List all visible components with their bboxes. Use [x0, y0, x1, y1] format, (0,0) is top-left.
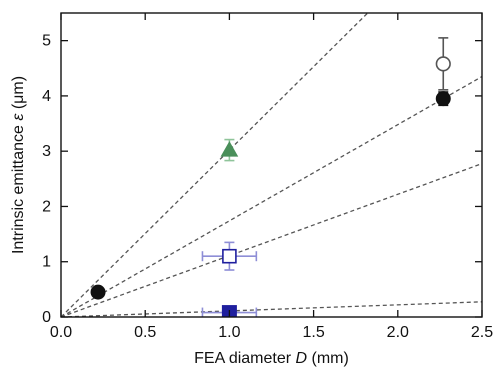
x-tick-label-5: 2.0: [387, 324, 409, 341]
x-tick-label-3: 1.0: [218, 324, 240, 341]
x-axis-title-suffix: (mm): [307, 350, 349, 367]
tick-marks: [60, 13, 483, 318]
data-point-4: [220, 141, 239, 157]
data-point-5: [222, 248, 237, 264]
y-axis-title: Intrinsic emittance ε (μm): [10, 76, 27, 254]
y-axis-title-suffix: (μm): [10, 76, 27, 114]
fit-line-2: [61, 75, 482, 317]
y-axis-title-symbol: ε: [10, 113, 27, 121]
fit-lines: [61, 13, 482, 317]
y-tick-label-1: 0: [42, 309, 51, 326]
y-tick-label-4: 3: [42, 143, 51, 160]
tick-labels: 0.0 0.5 1.0 1.5 2.0 2.5 0 1 2 3 4 5: [42, 33, 493, 341]
x-tick-label-2: 0.5: [134, 324, 156, 341]
data-point-3: [435, 56, 451, 72]
fit-line-1: [61, 13, 369, 317]
y-tick-label-3: 2: [42, 198, 51, 215]
error-bars: [201, 37, 449, 317]
y-tick-label-6: 5: [42, 33, 51, 50]
x-tick-label-1: 0.0: [50, 324, 72, 341]
x-tick-label-6: 2.5: [471, 324, 493, 341]
x-tick-label-4: 1.5: [302, 324, 324, 341]
fit-line-4: [61, 301, 482, 317]
fit-line-3: [61, 163, 482, 317]
x-axis-title-prefix: FEA diameter: [194, 350, 295, 367]
y-tick-label-2: 1: [42, 254, 51, 271]
plot-frame: [60, 12, 483, 318]
y-tick-label-5: 4: [42, 88, 51, 105]
x-axis-title-symbol: D: [296, 350, 308, 367]
data-point-1: [90, 284, 106, 300]
x-axis-title: FEA diameter D (mm): [194, 350, 349, 367]
data-point-2: [435, 91, 451, 107]
data-points: [90, 56, 451, 317]
y-axis-title-prefix: Intrinsic emittance: [10, 121, 27, 254]
